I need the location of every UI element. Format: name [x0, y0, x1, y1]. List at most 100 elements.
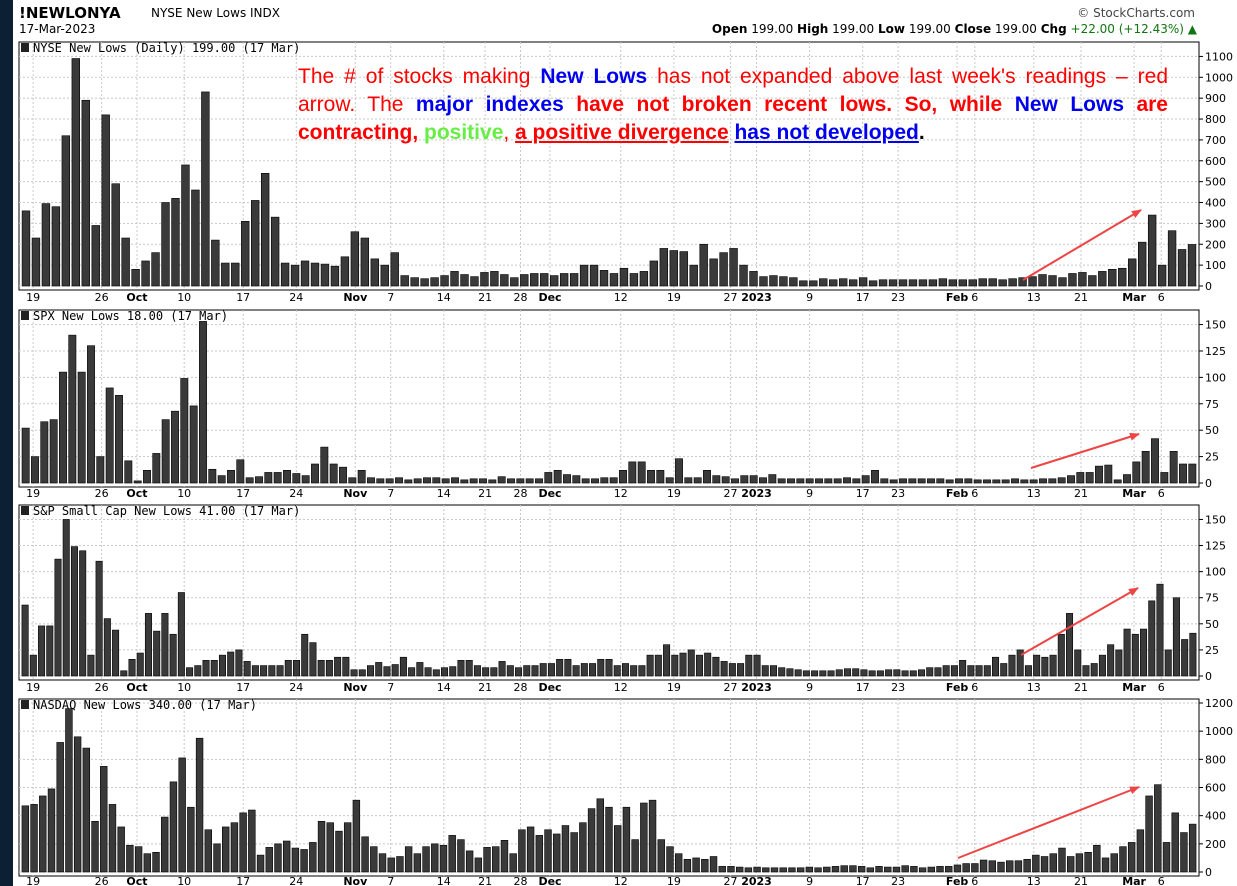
bar: [860, 669, 868, 677]
y-tick-label: 900: [1205, 92, 1226, 105]
panel-title: SPX New Lows 18.00 (17 Mar): [33, 309, 228, 323]
x-tick-label: Mar: [1122, 487, 1146, 500]
bar: [1180, 832, 1188, 873]
bar: [81, 99, 90, 287]
x-tick-label: 24: [289, 487, 303, 500]
x-tick-label: 12: [614, 487, 628, 500]
bar: [684, 477, 693, 484]
bar: [1066, 613, 1074, 677]
bar: [395, 477, 403, 484]
bar: [329, 463, 338, 484]
y-tick-label: 1100: [1205, 50, 1233, 63]
bar: [898, 279, 908, 287]
bar: [330, 265, 340, 287]
bar: [1085, 472, 1094, 484]
bar: [768, 474, 777, 484]
bar: [416, 662, 424, 677]
bar: [609, 273, 619, 287]
x-tick-label: 9: [806, 875, 813, 886]
bar: [823, 866, 831, 873]
y-tick-label: 25: [1205, 644, 1219, 657]
bar: [796, 478, 805, 484]
trend-arrow: [957, 786, 1140, 859]
bar: [926, 667, 934, 677]
bar: [134, 846, 143, 873]
bar: [843, 668, 851, 677]
bar: [432, 669, 440, 677]
bar: [1181, 639, 1189, 677]
bar: [843, 477, 851, 484]
bar: [340, 256, 350, 287]
bar: [82, 747, 91, 873]
annotation-text: The # of stocks making New Lows has not …: [298, 63, 1168, 147]
bar: [423, 477, 431, 484]
x-tick-label: 10: [177, 291, 191, 304]
bar: [630, 665, 638, 677]
annotation-part-7: are contracting,: [298, 93, 1168, 144]
bar: [824, 478, 833, 484]
bar: [876, 670, 884, 677]
bar: [1098, 271, 1107, 287]
bar: [639, 271, 649, 287]
bar: [525, 478, 534, 484]
bar: [283, 470, 291, 484]
bar: [805, 478, 814, 484]
x-tick-label: 14: [437, 681, 451, 694]
bar: [712, 656, 720, 677]
bar: [1024, 665, 1032, 677]
bar: [161, 613, 169, 677]
chart-panel-4: 0 200 400 600 800 1000 1200 NASDAQ New Lows 340…: [18, 697, 1233, 886]
x-tick-label: Feb: [946, 681, 969, 694]
bar: [909, 670, 917, 677]
bar: [544, 472, 553, 484]
x-tick-label: Dec: [538, 487, 561, 500]
bar: [370, 846, 378, 873]
bar: [1041, 656, 1049, 677]
bar: [1132, 461, 1141, 484]
bar: [663, 644, 671, 677]
bar: [1156, 583, 1164, 677]
bar: [334, 656, 342, 677]
bar: [613, 665, 621, 677]
bar: [737, 663, 745, 677]
bar: [510, 277, 519, 287]
y-tick-label: 150: [1205, 319, 1226, 332]
bar: [21, 604, 29, 677]
bar: [654, 654, 662, 677]
y-tick-label: 100: [1205, 371, 1226, 384]
bar: [335, 830, 343, 873]
x-tick-label: 28: [514, 681, 528, 694]
bar: [701, 859, 709, 873]
bar: [1162, 842, 1171, 873]
bar: [1179, 463, 1187, 484]
bar: [619, 470, 627, 484]
y-tick-label: 75: [1205, 398, 1219, 411]
bar: [422, 846, 430, 873]
high-label: High: [797, 22, 829, 36]
bar: [77, 371, 86, 484]
bar: [1098, 654, 1106, 677]
bar: [360, 237, 370, 287]
symbol-label[interactable]: !NEWLONYA: [19, 4, 121, 22]
bar: [490, 271, 499, 287]
y-tick-label: 100: [1205, 566, 1226, 579]
bar: [87, 654, 95, 677]
bar: [61, 135, 71, 287]
annotation-part-10: a positive divergence: [515, 121, 729, 144]
bar: [1118, 267, 1127, 287]
y-tick-label: 400: [1205, 810, 1226, 823]
bar: [96, 456, 105, 484]
bar: [1154, 784, 1162, 873]
bar: [383, 666, 391, 677]
bar: [361, 836, 369, 873]
panel-title: S&P Small Cap New Lows 41.00 (17 Mar): [33, 504, 300, 518]
bar: [917, 669, 926, 677]
y-tick-label: 700: [1205, 134, 1226, 147]
x-tick-label: 6: [1158, 487, 1165, 500]
bar: [918, 279, 928, 287]
bar: [530, 273, 539, 287]
trend-arrow: [1022, 209, 1142, 281]
bar: [143, 470, 151, 484]
chart-header: !NEWLONYA NYSE New Lows INDX 17-Mar-2023…: [13, 0, 1237, 42]
bar: [753, 654, 761, 677]
